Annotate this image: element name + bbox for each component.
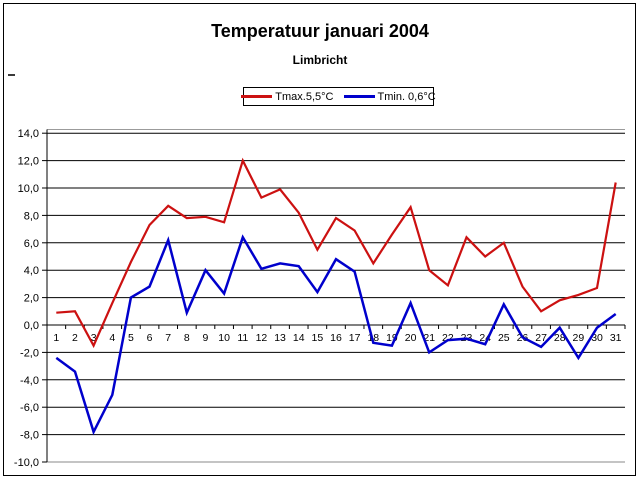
x-axis-label: 2 [72, 332, 78, 344]
x-axis-label: 17 [349, 332, 361, 344]
y-axis-label: -2,0 [20, 347, 39, 359]
x-axis-label: 16 [330, 332, 342, 344]
y-axis-label: 10,0 [18, 183, 39, 195]
x-axis-label: 27 [535, 332, 547, 344]
x-axis-label: 20 [405, 332, 417, 344]
chart-title: Temperatuur januari 2004 [211, 21, 429, 41]
x-axis-label: 5 [128, 332, 134, 344]
x-axis-label: 28 [554, 332, 566, 344]
x-axis-label: 7 [165, 332, 171, 344]
x-axis-label: 11 [237, 332, 248, 344]
tmin-line-swatch [343, 95, 375, 98]
y-axis-label: 0,0 [24, 320, 39, 332]
x-axis-label: 12 [256, 332, 268, 344]
y-axis-label: 4,0 [24, 265, 39, 277]
y-axis-label: 2,0 [24, 293, 39, 305]
chart-subtitle: Limbricht [292, 53, 348, 67]
x-axis-label: 1 [53, 332, 59, 344]
y-axis-label: 14,0 [18, 128, 39, 140]
legend-item-tmax: Tmax.5,5°C [241, 90, 334, 103]
x-axis-label: 29 [573, 332, 585, 344]
x-axis-label: 24 [479, 332, 491, 344]
x-axis-label: 13 [274, 332, 286, 344]
y-axis-label: -6,0 [20, 402, 39, 414]
x-axis-label: 9 [203, 332, 209, 344]
y-axis-label: 8,0 [24, 210, 39, 222]
y-axis-label: -8,0 [20, 430, 39, 442]
x-axis-label: 18 [367, 332, 379, 344]
x-axis-label: 31 [610, 332, 622, 344]
y-axis-label: -10,0 [14, 457, 39, 469]
x-axis-label: 25 [498, 332, 510, 344]
legend-label-tmax: Tmax.5,5°C [275, 90, 334, 103]
x-axis-label: 22 [442, 332, 454, 344]
y-axis-label: -4,0 [20, 375, 39, 387]
page-border [3, 3, 636, 476]
x-axis-label: 10 [218, 332, 230, 344]
x-axis-label: 15 [312, 332, 324, 344]
legend-item-tmin: Tmin. 0,6°C [343, 90, 436, 103]
x-axis-label: 8 [184, 332, 190, 344]
x-axis-label: 3 [91, 332, 97, 344]
x-axis-label: 14 [293, 332, 305, 344]
x-axis-label: 6 [147, 332, 153, 344]
chart-legend: Tmax.5,5°C Tmin. 0,6°C [241, 87, 436, 106]
y-axis-label: 12,0 [18, 156, 39, 168]
x-axis-label: 21 [423, 332, 435, 344]
y-axis-label: 6,0 [24, 238, 39, 250]
legend-label-tmin: Tmin. 0,6°C [377, 90, 436, 103]
tmin-series-line [55, 234, 617, 436]
x-axis-label: 30 [591, 332, 603, 344]
stray-dash-mark [8, 74, 15, 76]
tmax-series-line [56, 157, 617, 349]
x-axis-label: 19 [386, 332, 398, 344]
tmax-line-swatch [241, 95, 273, 98]
x-axis-label: 4 [109, 332, 115, 344]
